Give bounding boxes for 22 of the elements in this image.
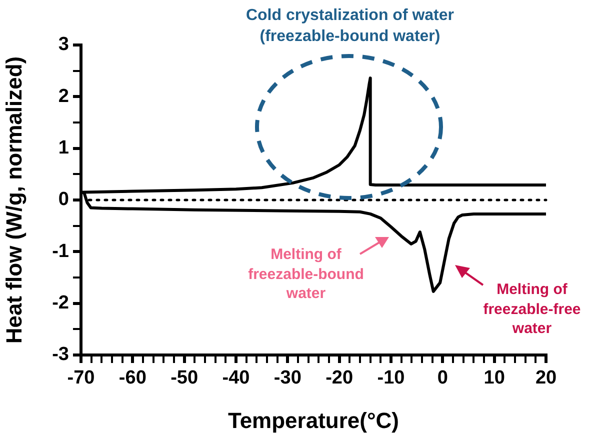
y-tick-label: 1 [58,138,70,159]
x-tick-label: -60 [118,368,146,389]
y-tick-label: 3 [58,34,69,56]
x-tick-label: -40 [222,368,250,389]
y-tick-label: 0 [58,189,69,210]
x-tick-label: -10 [377,368,405,389]
x-tick-label: -20 [326,368,354,389]
x-tick-label: 10 [484,368,505,389]
x-tick-label: -70 [67,368,95,389]
x-axis-title: Temperature(°C) [228,408,399,433]
y-tick-label: -2 [52,292,69,314]
y-tick-label: 2 [58,86,69,107]
x-tick-label: 20 [535,368,557,389]
x-tick-label: -30 [274,368,302,389]
annotation: Melting of freezable-free water [482,280,582,338]
x-tick-label: -50 [170,368,198,389]
annotation: Melting of freezable-bound water [247,245,365,304]
y-tick-label: -1 [52,240,70,262]
text: Cold crystalization of water (freezable-bound water) [244,6,456,47]
y-tick-label: -3 [52,344,69,366]
y-axis-title: Heat flow (W/g, normalized) [1,56,26,344]
x-tick-label: 0 [437,368,448,389]
